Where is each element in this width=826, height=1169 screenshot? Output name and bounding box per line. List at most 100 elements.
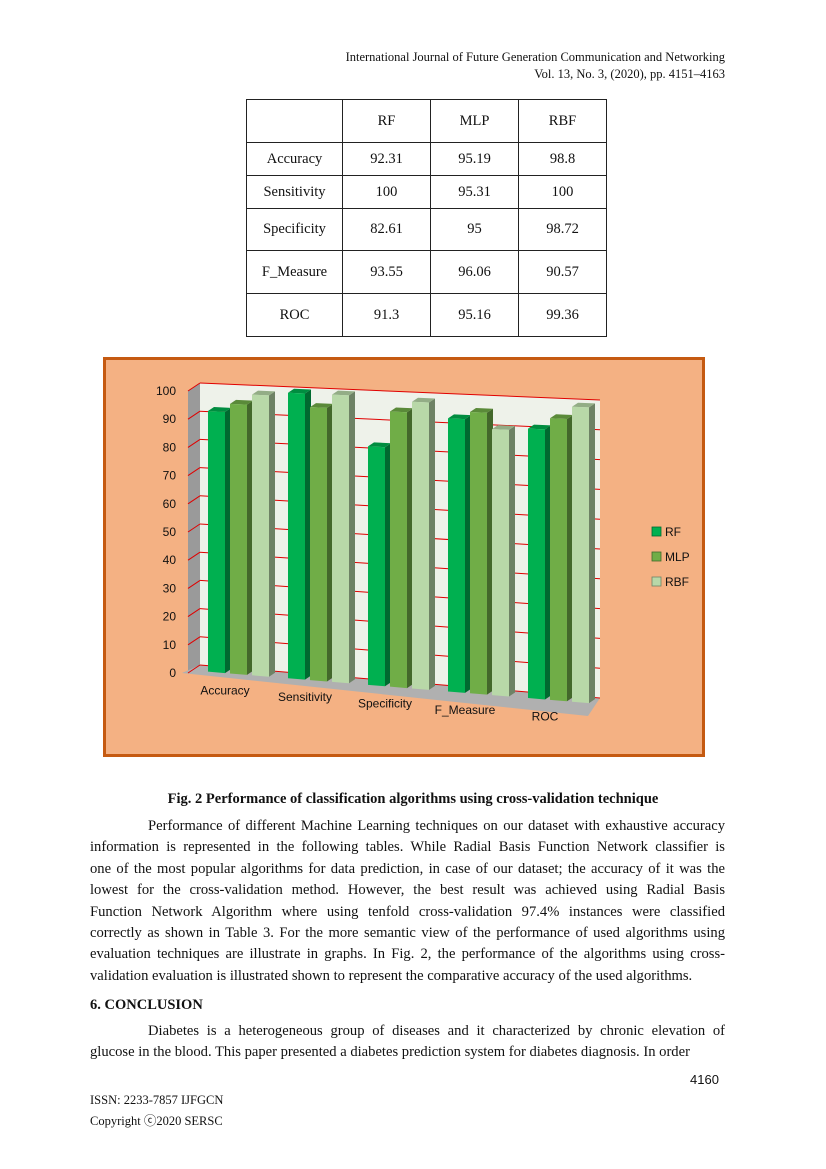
bar-rf-accuracy (208, 411, 225, 674)
row-label: F_Measure (246, 250, 343, 294)
column-header: RBF (518, 99, 607, 143)
gridline (199, 382, 601, 401)
table-cell: 95.31 (430, 175, 519, 209)
column-header: RF (342, 99, 431, 143)
legend-label: RF (665, 525, 681, 539)
journal-volume: Vol. 13, No. 3, (2020), pp. 4151–4163 (534, 67, 725, 81)
bar-top (208, 407, 231, 412)
table-cell: 99.36 (518, 293, 607, 337)
gridline-side (187, 438, 201, 448)
text-line: Function Network Algorithm where using t… (90, 903, 725, 920)
bar-mlp-accuracy (230, 403, 247, 675)
table-cell: 96.06 (430, 250, 519, 294)
bar-side (385, 443, 391, 687)
bar-top (252, 390, 275, 396)
bar-mlp-specificity (390, 411, 407, 689)
table-row: F_Measure 93.55 96.06 90.57 (246, 250, 607, 294)
y-tick-label: 20 (163, 610, 177, 624)
legend-swatch-rbf (651, 576, 662, 587)
table-row: ROC 91.3 95.16 99.36 (246, 293, 607, 337)
bar-side (429, 398, 435, 690)
row-label: Specificity (246, 208, 343, 251)
text-line: evaluation techniques are illustrate in … (90, 946, 725, 963)
bar-rf-roc (528, 428, 545, 700)
table-row: Specificity 82.61 95 98.72 (246, 208, 607, 251)
figure-caption: Fig. 2 Performance of classification alg… (167, 791, 659, 807)
table-cell: 95.16 (430, 293, 519, 337)
gridline-side (187, 636, 201, 646)
legend-label: MLP (665, 550, 690, 564)
y-tick-label: 90 (163, 412, 177, 426)
y-tick-label: 100 (156, 384, 176, 398)
row-label: ROC (246, 293, 343, 337)
row-label: Sensitivity (246, 175, 343, 209)
bar-rbf-roc (572, 406, 589, 704)
gridline-side (187, 664, 201, 674)
text-line: information is represented in the follow… (90, 839, 725, 856)
text-line: one of the most popular algorithms for d… (90, 860, 725, 877)
bar-mlp-sensitivity (310, 407, 327, 682)
table-cell: 95.19 (430, 142, 519, 176)
y-tick-label: 40 (163, 553, 177, 567)
x-tick-label: Sensitivity (278, 690, 332, 704)
bar-top (470, 408, 493, 413)
bar-top (310, 403, 333, 408)
column-header: MLP (430, 99, 519, 143)
bar-side (349, 391, 355, 684)
bar-rf-f-measure (448, 418, 465, 693)
bar-side (487, 408, 493, 695)
bar-side (269, 391, 275, 677)
table-header-row: RF MLP RBF (246, 99, 607, 143)
bar-rbf-specificity (412, 401, 429, 690)
bar-rbf-sensitivity (332, 394, 349, 684)
text-line: Diabetes is a heterogeneous group of dis… (148, 1023, 725, 1039)
bar-top (230, 399, 253, 405)
bar-side (509, 425, 515, 697)
bar-side (225, 407, 231, 674)
table-cell: 93.55 (342, 250, 431, 294)
results-table: RF MLP RBF Accuracy 92.31 95.19 98.8 Sensitivit… (246, 99, 607, 337)
gridline-side (187, 495, 201, 505)
bar-top (332, 390, 355, 396)
bar-mlp-roc (550, 418, 567, 702)
table-cell: 95 (430, 208, 519, 251)
bar-top (368, 442, 391, 448)
x-tick-label: ROC (532, 710, 559, 724)
text-line: lowest for the cross-validation method. … (90, 882, 725, 899)
y-tick-label: 60 (163, 497, 177, 511)
bar-side (465, 415, 471, 693)
bar-rf-sensitivity (288, 392, 305, 680)
journal-title: International Journal of Future Generati… (345, 50, 725, 64)
gridline-side (187, 579, 201, 589)
bar-rbf-f-measure (492, 429, 509, 697)
performance-chart: 0 10 20 30 40 50 60 70 80 90 100 Accuracy Sensitivit… (103, 357, 705, 757)
bar-top (528, 424, 551, 430)
legend-swatch-rf (651, 526, 662, 537)
y-tick-label: 0 (169, 666, 176, 680)
issn: ISSN: 2233-7857 IJFGCN (90, 1093, 224, 1107)
bar-mlp-f-measure (470, 412, 487, 695)
table-row: Sensitivity 100 95.31 100 (246, 175, 607, 209)
x-tick-label: Specificity (358, 697, 412, 711)
gridline-side (187, 551, 201, 561)
bar-rbf-accuracy (252, 394, 269, 677)
bar-top (448, 414, 471, 420)
bar-top (390, 407, 413, 413)
gridline-side (187, 410, 201, 420)
text-line: Performance of different Machine Learnin… (148, 818, 725, 834)
y-tick-label: 30 (163, 581, 177, 595)
gridline-side (187, 467, 201, 477)
bar-top (412, 397, 435, 403)
bar-top (572, 402, 595, 408)
y-tick-label: 10 (163, 638, 177, 652)
copyright: Copyright ⓒ2020 SERSC (90, 1114, 223, 1128)
gridline-side (187, 608, 201, 618)
table-cell: 98.8 (518, 142, 607, 176)
y-tick-label: 50 (163, 525, 177, 539)
x-tick-label: Accuracy (200, 683, 249, 697)
legend-label: RBF (665, 575, 689, 589)
bar-side (247, 400, 253, 675)
text-line: correctly as shown in Table 3. For the m… (90, 925, 725, 941)
bar-side (407, 408, 413, 689)
table-cell: 82.61 (342, 208, 431, 251)
